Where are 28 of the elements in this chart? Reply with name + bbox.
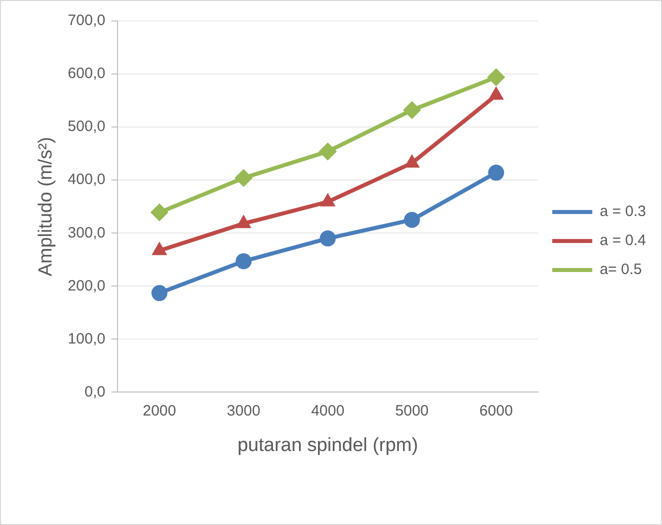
point xyxy=(318,142,337,160)
legend-label: a= 0.5 xyxy=(600,261,642,278)
point xyxy=(236,253,252,270)
x-tick-label: 2000 xyxy=(142,402,176,420)
point xyxy=(150,203,168,222)
y-tick-label: 700,0 xyxy=(68,12,106,30)
y-tick-label: 300,0 xyxy=(68,224,106,242)
y-tick-label: 200,0 xyxy=(68,277,106,294)
point xyxy=(404,212,420,228)
point xyxy=(402,101,421,120)
point xyxy=(234,168,253,187)
x-axis-title: putaran spindel (rpm) xyxy=(237,434,418,456)
x-tick-label: 3000 xyxy=(226,402,260,420)
y-axis-title: Amplitudo (m/s²) xyxy=(36,136,57,276)
x-tick-label: 5000 xyxy=(395,402,429,420)
x-tick-label: 4000 xyxy=(311,402,344,420)
y-tick-label: 400,0 xyxy=(68,171,106,188)
legend-label: a = 0.4 xyxy=(600,232,646,250)
y-tick-label: 600,0 xyxy=(68,65,106,82)
point xyxy=(320,230,336,246)
legend-label: a = 0.3 xyxy=(600,203,646,220)
point xyxy=(151,285,168,302)
y-tick-label: 0,0 xyxy=(84,383,106,400)
point xyxy=(488,164,504,181)
point xyxy=(487,68,506,86)
x-tick-label: 6000 xyxy=(479,402,513,420)
y-tick-label: 100,0 xyxy=(68,330,106,348)
y-tick-label: 500,0 xyxy=(68,118,106,136)
